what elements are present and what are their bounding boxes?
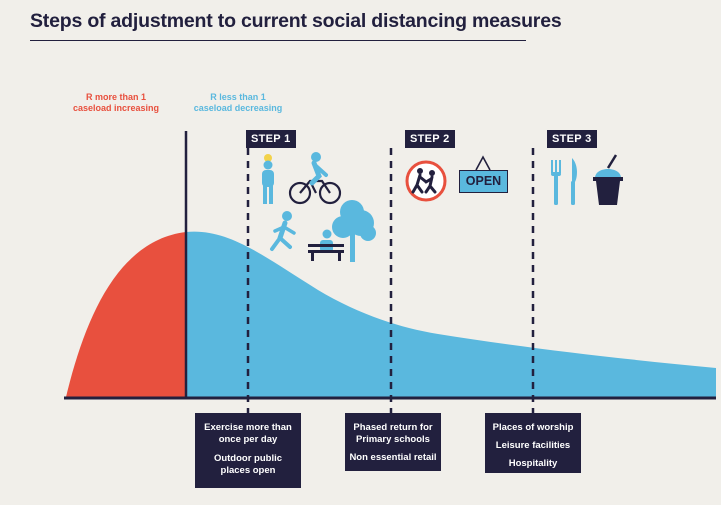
curve-decreasing-area [186, 231, 716, 397]
open-sign-hanger [475, 155, 491, 171]
step2-measures-box: Phased return for Primary schools Non es… [345, 413, 441, 471]
label-r-more-than-one: R more than 1 caseload increasing [62, 92, 170, 114]
step3-measure-3: Hospitality [508, 458, 558, 469]
step1-label: STEP 1 [246, 130, 296, 148]
step1-measure-2: Outdoor public places open [213, 453, 283, 476]
label-r-more-line1: R more than 1 [85, 92, 146, 102]
label-r-less-than-one: R less than 1 caseload decreasing [183, 92, 293, 114]
step3-measures-box: Places of worship Leisure facilities Hos… [485, 413, 581, 473]
tree-icon [332, 200, 376, 262]
step1-measure-1: Exercise more than once per day [204, 422, 292, 445]
label-r-less-line1: R less than 1 [210, 92, 266, 102]
person-icon [262, 154, 274, 204]
fork-icon [551, 160, 561, 205]
step3-measure-1: Places of worship [492, 422, 574, 433]
step2-measure-2: Non essential retail [349, 452, 437, 463]
knife-icon [571, 158, 577, 205]
cyclist-icon [288, 152, 342, 205]
step3-measure-2: Leisure facilities [495, 440, 571, 451]
step3-label: STEP 3 [547, 130, 597, 148]
open-sign-icon: OPEN [459, 170, 508, 193]
step2-label: STEP 2 [405, 130, 455, 148]
school-children-sign-icon [405, 160, 447, 202]
runner-icon [270, 211, 296, 251]
step2-measure-1: Phased return for Primary schools [353, 422, 433, 445]
curve-increasing-area [66, 232, 186, 397]
bench-person-icon [308, 229, 344, 261]
label-r-more-line2: caseload increasing [72, 103, 160, 113]
page-title: Steps of adjustment to current social di… [30, 10, 562, 32]
step1-measures-box: Exercise more than once per day Outdoor … [195, 413, 301, 488]
label-r-less-line2: caseload decreasing [193, 103, 283, 113]
drink-cup-icon [593, 154, 623, 205]
title-underline [30, 40, 526, 41]
